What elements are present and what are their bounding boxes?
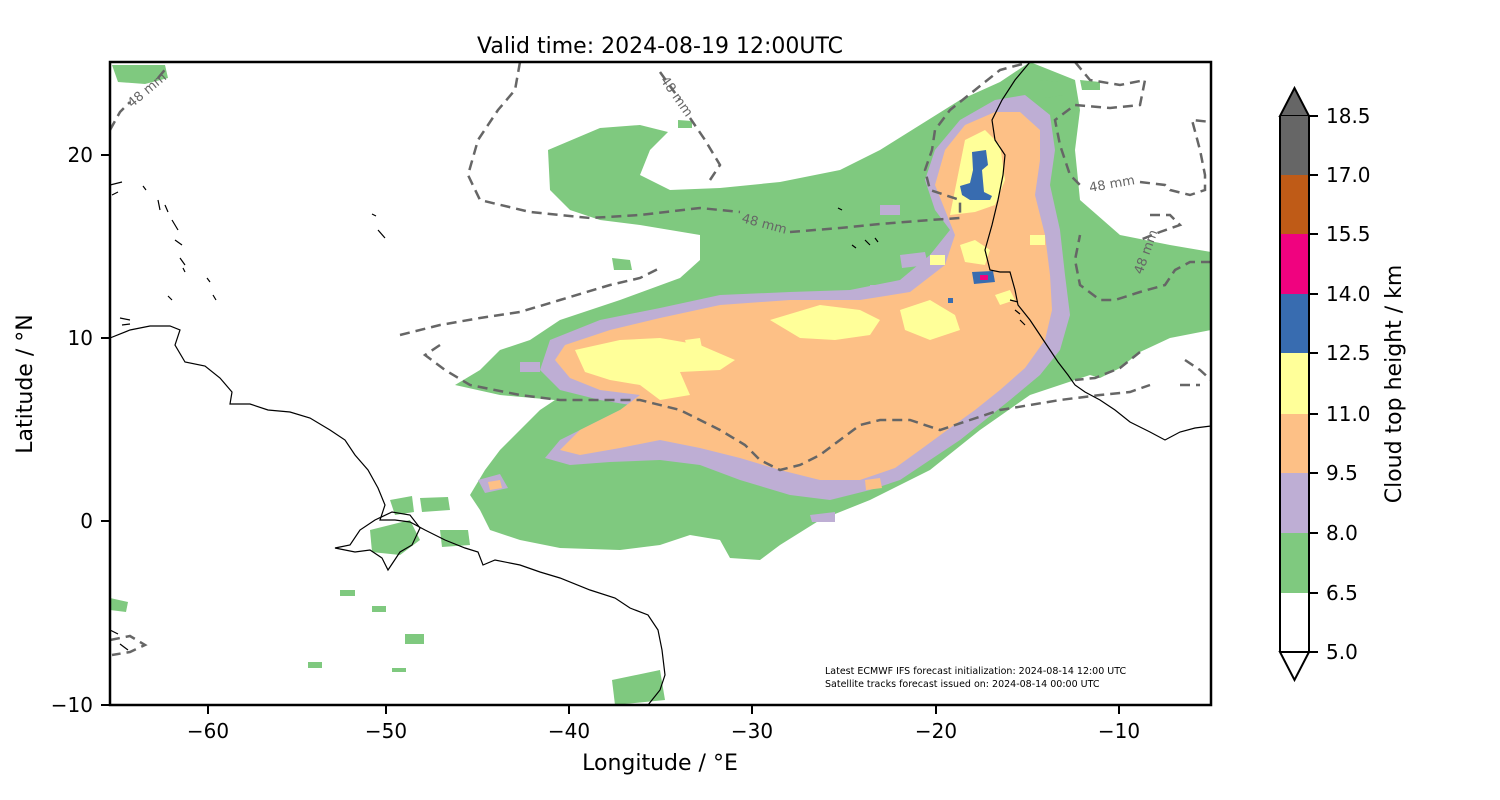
colorbar-level: 15.5 [1326,222,1371,246]
x-tick-label: −30 [731,719,773,743]
colorbar-tick-labels: 18.5 17.0 15.5 14.0 12.5 11.0 9.5 8.0 6.… [1326,104,1371,664]
colorbar: 18.5 17.0 15.5 14.0 12.5 11.0 9.5 8.0 6.… [1278,85,1407,683]
colorbar-segment [1280,593,1309,652]
annotation-line-2: Satellite tracks forecast issued on: 202… [825,679,1100,690]
coastlines [110,62,1211,705]
colorbar-outline [1279,116,1310,652]
colorbar-level: 9.5 [1326,461,1358,485]
y-tick-label: 20 [68,143,93,167]
y-tick-labels: −10 0 10 20 [51,143,93,717]
colorbar-level: 18.5 [1326,104,1371,128]
annotation-line-1: Latest ECMWF IFS forecast initialization… [825,666,1126,677]
x-axis-label: Longitude / °E [582,751,738,776]
colorbar-label: Cloud top height / km [1382,265,1407,504]
colorbar-segment [1280,294,1309,353]
colorbar-segment [1280,353,1309,414]
x-tick-labels: −60 −50 −40 −30 −20 −10 [187,719,1140,743]
colorbar-segment [1280,414,1309,473]
x-tick-label: −10 [1098,719,1140,743]
colorbar-extend-max [1278,85,1311,117]
x-tick-label: −40 [548,719,590,743]
colorbar-segment [1280,116,1309,175]
colorbar-level: 17.0 [1326,163,1371,187]
colorbar-level: 14.0 [1326,282,1371,306]
colorbar-extend-min [1278,651,1311,683]
colorbar-segment [1280,234,1309,294]
y-axis [101,154,110,706]
colorbar-segment [1280,175,1309,234]
colorbar-level: 8.0 [1326,521,1358,545]
y-tick-label: −10 [51,693,93,717]
precip-contours [110,62,1211,657]
x-tick-label: −50 [365,719,407,743]
y-tick-label: 0 [80,509,93,533]
map-frame [108,60,1213,707]
x-tick-label: −20 [915,719,957,743]
colorbar-ticks [1309,115,1318,653]
colorbar-level: 11.0 [1326,402,1371,426]
cloud-field-14.0-15.5 [980,275,988,280]
map-plot-area: 48 mm 48 mm 48 mm 48 mm 48 mm [110,62,1211,705]
cloud-field-11.0-12.5 [575,130,1045,400]
y-tick-label: 10 [68,326,93,350]
colorbar-segment [1280,533,1309,593]
colorbar-level: 6.5 [1326,581,1358,605]
map-title: Valid time: 2024-08-19 12:00UTC [477,34,843,59]
forecast-annotation: Latest ECMWF IFS forecast initialization… [825,666,1126,690]
y-axis-label: Latitude / °N [13,314,38,453]
colorbar-segment [1280,473,1309,533]
x-tick-label: −60 [187,719,229,743]
colorbar-level: 12.5 [1326,341,1371,365]
colorbar-level: 5.0 [1326,640,1358,664]
x-axis [207,705,1120,714]
